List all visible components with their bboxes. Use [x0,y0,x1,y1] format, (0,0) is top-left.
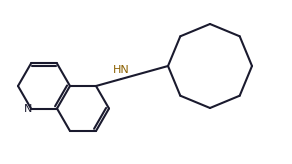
Text: HN: HN [113,65,130,75]
Text: N: N [24,103,32,113]
